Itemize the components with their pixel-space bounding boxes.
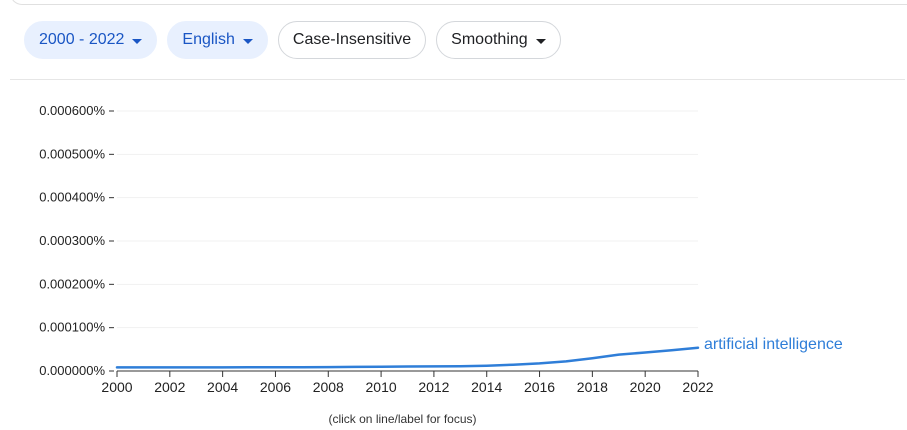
caret-down-icon [242,38,253,44]
ngram-chart: 0.000000% 0.000100% 0.000200% 0.000300% 0.00… [39,103,843,395]
x-tick-label: 2020 [630,379,661,395]
y-tick-label: 0.000600% [39,103,105,118]
caret-down-icon [535,38,546,44]
series-line[interactable] [115,346,700,369]
x-tick-label: 2008 [313,379,344,395]
year-range-label: 2000 - 2022 [39,31,125,48]
x-tick-label: 2002 [154,379,185,395]
language-dropdown[interactable]: English [167,21,268,59]
x-tick-label: 2018 [577,379,608,395]
caret-down-icon [132,38,143,44]
search-box-edge [10,0,907,5]
x-tick-label: 2006 [260,379,291,395]
y-tick-label: 0.000100% [39,320,105,335]
x-tick-label: 2014 [471,379,502,395]
x-tick-label: 2012 [418,379,449,395]
y-tick-label: 0.000400% [39,190,105,205]
y-tick-label: 0.000300% [39,233,105,248]
y-tick-label: 0.000500% [39,146,105,161]
footnote: (click on line/label for focus) [328,412,477,426]
divider [10,79,905,80]
language-label: English [182,31,235,48]
x-tick-label: 2010 [366,379,397,395]
y-tick-label: 0.000200% [39,276,105,291]
x-tick-label: 2016 [524,379,555,395]
x-tick-label: 2000 [101,379,132,395]
case-insensitive-toggle[interactable]: Case-Insensitive [277,21,427,59]
year-range-dropdown[interactable]: 2000 - 2022 [24,21,158,59]
case-insensitive-label: Case-Insensitive [292,31,412,48]
y-tick-label: 0.000000% [39,363,105,378]
smoothing-dropdown[interactable]: Smoothing [436,21,561,59]
smoothing-label: Smoothing [451,31,528,48]
x-tick-label: 2022 [682,379,713,395]
series-label[interactable]: artificial intelligence [704,336,843,353]
x-tick-label: 2004 [207,379,238,395]
filter-toolbar: 2000 - 2022 English Case-Insensitive Smo… [24,20,561,60]
